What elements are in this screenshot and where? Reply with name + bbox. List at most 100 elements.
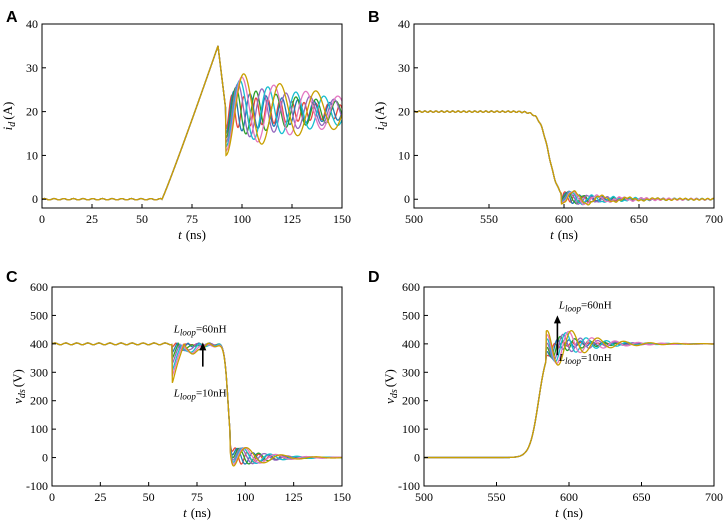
x-axis-label: t (ns) <box>178 227 206 242</box>
x-tick-label: 100 <box>233 212 251 226</box>
y-tick-label: 500 <box>402 308 420 322</box>
series-line-2 <box>414 110 714 205</box>
x-axis-label-unit: (ns) <box>563 505 583 520</box>
y-axis-label: id(A) <box>372 102 390 131</box>
y-tick-label: 200 <box>402 394 420 408</box>
series-group-d <box>424 329 714 459</box>
x-tick-label: 650 <box>630 212 648 226</box>
y-tick-label: 400 <box>30 337 48 351</box>
x-tick-label: 50 <box>136 212 148 226</box>
x-tick-label: 150 <box>333 490 351 504</box>
x-tick-label: 700 <box>705 212 723 226</box>
x-axis-label: t (ns) <box>555 505 583 520</box>
annotation-sub: loop <box>180 391 197 401</box>
series-line-7 <box>42 45 342 201</box>
x-axis-label-var: t <box>555 505 559 520</box>
series-line-3 <box>42 45 342 201</box>
annotation-sub: loop <box>565 303 582 313</box>
series-line-4 <box>414 110 714 205</box>
series-line-2 <box>52 342 342 465</box>
panel-letter-b: B <box>368 9 380 26</box>
annotation-var: L <box>173 323 180 335</box>
y-tick-label: 400 <box>402 337 420 351</box>
y-tick-label: 20 <box>26 105 38 119</box>
series-line-5 <box>42 45 342 201</box>
series-line-3 <box>52 342 342 465</box>
y-axis-label: id(A) <box>0 102 18 131</box>
series-line-6 <box>424 330 714 459</box>
x-tick-label: 700 <box>705 490 723 504</box>
x-tick-label: 100 <box>236 490 254 504</box>
y-axis-label-sub: d <box>379 121 390 127</box>
annotation-rest: =10nH <box>196 387 227 399</box>
series-group-c <box>52 342 342 467</box>
x-tick-label: 125 <box>283 212 301 226</box>
y-tick-label: 600 <box>402 280 420 294</box>
y-tick-label: 30 <box>398 61 410 75</box>
series-line-7 <box>424 329 714 459</box>
annotation-arrowhead <box>199 342 207 351</box>
annotation-sub: loop <box>565 356 582 366</box>
y-tick-label: 30 <box>26 61 38 75</box>
x-axis-label-unit: (ns) <box>191 505 211 520</box>
y-tick-label: -100 <box>398 479 420 493</box>
y-tick-label: 0 <box>414 451 420 465</box>
y-tick-label: 0 <box>32 192 38 206</box>
y-tick-label: 300 <box>402 365 420 379</box>
series-line-3 <box>414 110 714 205</box>
x-tick-label: 150 <box>333 212 351 226</box>
x-axis-label-unit: (ns) <box>558 227 578 242</box>
y-tick-label: 100 <box>30 422 48 436</box>
x-tick-label: 600 <box>555 212 573 226</box>
y-axis-label-unit: (V) <box>382 369 397 387</box>
x-tick-label: 550 <box>488 490 506 504</box>
y-tick-label: 0 <box>404 192 410 206</box>
x-tick-label: 50 <box>143 490 155 504</box>
x-axis-label-var: t <box>178 227 182 242</box>
y-tick-label: 40 <box>26 17 38 31</box>
x-tick-label: 75 <box>186 212 198 226</box>
series-line-1 <box>414 110 714 204</box>
panel-b: B 500 550 600 650 700 0 10 20 30 40 t (ns) id(A) <box>368 9 723 242</box>
y-axis-label-sub: ds <box>389 389 400 398</box>
series-line-4 <box>52 342 342 465</box>
x-axis-label: t (ns) <box>183 505 211 520</box>
y-tick-label: 500 <box>30 308 48 322</box>
series-line-5 <box>52 342 342 465</box>
y-tick-label: 40 <box>398 17 410 31</box>
series-line-5 <box>414 110 714 206</box>
series-line-4 <box>42 45 342 201</box>
panel-letter-d: D <box>368 269 380 286</box>
y-tick-label: 0 <box>42 451 48 465</box>
annotation-var: L <box>173 387 180 399</box>
series-line-5 <box>424 332 714 459</box>
x-tick-label: 0 <box>49 490 55 504</box>
annotation-rest: =60nH <box>196 323 227 335</box>
x-axis-label-unit: (ns) <box>186 227 206 242</box>
x-tick-label: 75 <box>191 490 203 504</box>
x-tick-label: 600 <box>560 490 578 504</box>
y-axis-label-var: v <box>382 398 397 404</box>
x-tick-label: 25 <box>94 490 106 504</box>
y-tick-label: 20 <box>398 105 410 119</box>
x-tick-label: 25 <box>86 212 98 226</box>
annotation-var: L <box>558 352 565 364</box>
y-axis-label-sub: ds <box>17 389 28 398</box>
y-tick-label: 10 <box>26 148 38 162</box>
y-tick-label: -100 <box>26 479 48 493</box>
y-tick-label: 100 <box>402 422 420 436</box>
annotation-rest: =60nH <box>581 299 612 311</box>
y-axis-label: vds (V) <box>10 369 28 404</box>
y-axis-label-sub: d <box>7 121 18 127</box>
x-axis-label-var: t <box>550 227 554 242</box>
x-tick-label: 650 <box>633 490 651 504</box>
annotation-label: Lloop=60nH <box>558 299 612 313</box>
series-group-a <box>42 45 342 201</box>
annotation-arrowhead <box>553 315 561 324</box>
y-tick-label: 300 <box>30 365 48 379</box>
series-line-6 <box>52 342 342 465</box>
plot-frame <box>423 286 715 487</box>
series-line-1 <box>52 342 342 465</box>
